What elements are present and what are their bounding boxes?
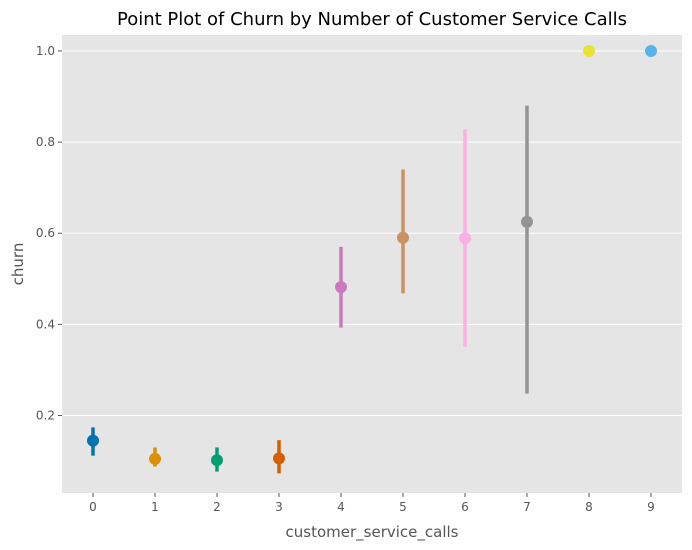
y-tick-label: 1.0 <box>36 44 55 58</box>
x-tick-label: 9 <box>647 500 655 514</box>
y-axis-ticks: 0.2 0.4 0.6 0.8 1.0 <box>36 44 62 423</box>
x-tick-label: 2 <box>213 500 221 514</box>
data-point <box>397 231 409 244</box>
data-point <box>211 454 223 467</box>
data-point <box>87 434 99 447</box>
y-axis-label: churn <box>9 243 27 286</box>
x-tick-label: 3 <box>275 500 283 514</box>
plot-background <box>62 35 682 493</box>
data-point <box>149 452 161 465</box>
chart-title: Point Plot of Churn by Number of Custome… <box>117 9 627 30</box>
y-tick-label: 0.4 <box>36 317 55 331</box>
x-tick-label: 0 <box>89 500 97 514</box>
x-tick-label: 1 <box>151 500 159 514</box>
data-marks <box>87 44 657 474</box>
data-point <box>583 44 595 57</box>
data-point <box>645 44 657 57</box>
data-point <box>459 232 471 245</box>
data-point <box>335 281 347 294</box>
x-tick-label: 4 <box>337 500 345 514</box>
y-tick-label: 0.6 <box>36 226 55 240</box>
x-tick-label: 6 <box>461 500 469 514</box>
grid-lines <box>62 50 682 417</box>
x-axis-ticks: 0 1 2 3 4 5 6 7 8 9 <box>89 493 655 514</box>
y-tick-label: 0.2 <box>36 409 55 423</box>
data-point <box>273 452 285 465</box>
x-tick-label: 8 <box>585 500 593 514</box>
x-axis-label: customer_service_calls <box>286 523 459 542</box>
data-point <box>521 215 533 228</box>
x-tick-label: 5 <box>399 500 407 514</box>
x-tick-label: 7 <box>523 500 531 514</box>
y-tick-label: 0.8 <box>36 135 55 149</box>
